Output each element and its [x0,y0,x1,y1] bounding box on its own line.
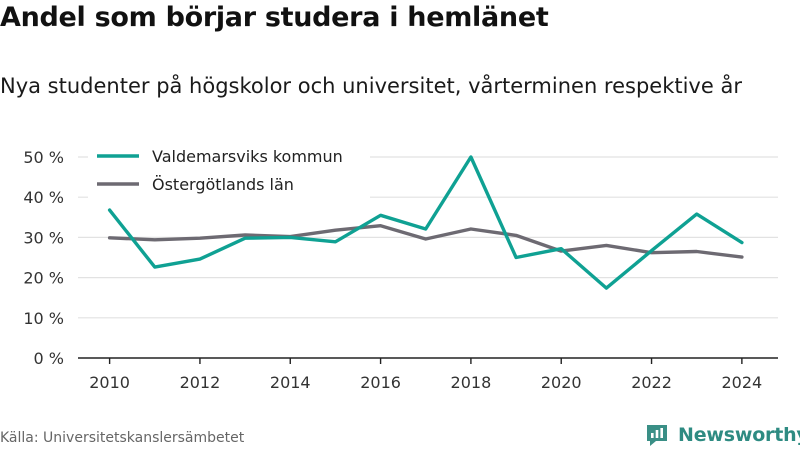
legend-label: Östergötlands län [152,175,294,194]
x-tick-label: 2010 [89,373,130,392]
x-tick-label: 2012 [180,373,221,392]
chart-subtitle: Nya studenter på högskolor och universit… [0,74,742,98]
series-line-0 [107,155,744,290]
series-lines [107,155,744,290]
y-tick-label: 50 % [23,148,64,167]
x-axis: 2010 2012 2014 2016 2018 2020 2022 2024 [78,357,778,392]
x-tick-label: 2018 [451,373,492,392]
x-tick-label: 2020 [541,373,582,392]
legend: Valdemarsviks kommun Östergötlands län [88,141,370,199]
brand-name: Newsworthy [678,424,800,446]
x-tick-label: 2016 [360,373,401,392]
chart-title: Andel som börjar studera i hemlänet [0,2,549,33]
y-tick-label: 10 % [23,309,64,328]
source-note: Källa: Universitetskanslersämbetet [0,430,245,446]
x-tick-label: 2014 [270,373,311,392]
y-tick-label: 20 % [23,269,64,288]
legend-label: Valdemarsviks kommun [152,147,343,166]
y-tick-label: 40 % [23,188,64,207]
y-tick-label: 0 % [34,349,64,368]
newsworthy-logo-icon [647,425,667,446]
y-tick-label: 30 % [23,228,64,247]
line-chart: 0 % 10 % 20 % 30 % 40 % 50 % 2010 2012 2014 2016… [23,141,778,392]
x-tick-label: 2024 [722,373,763,392]
series-line-1 [107,223,744,259]
y-axis-ticks: 0 % 10 % 20 % 30 % 40 % 50 % [23,148,64,368]
brand-logo: Newsworthy [644,421,800,449]
legend-background [88,141,370,199]
x-tick-label: 2022 [631,373,672,392]
